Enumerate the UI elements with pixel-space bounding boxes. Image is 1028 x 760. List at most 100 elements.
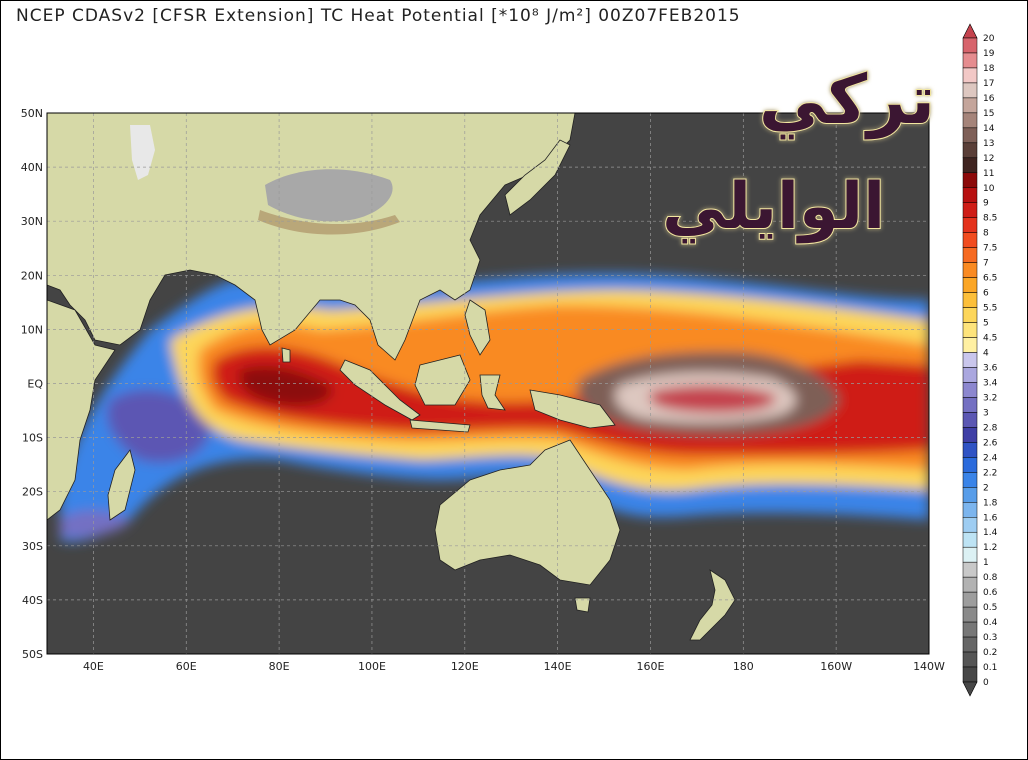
colorbar-label: 1.2	[983, 543, 997, 553]
land-java	[409, 419, 471, 433]
colorbar-label: 2	[983, 483, 989, 493]
colorbar-label: 2.8	[983, 423, 998, 433]
colorbar-label: 4.5	[983, 334, 997, 344]
colorbar-cell	[962, 397, 978, 413]
colorbar-label: 0.3	[983, 633, 997, 643]
lat-tick-label: 50S	[22, 648, 43, 661]
colorbar-cell	[962, 292, 978, 308]
lat-tick-label: EQ	[27, 378, 43, 391]
land-japan	[504, 139, 571, 216]
colorbar-label: 1.8	[983, 498, 998, 508]
colorbar-label: 18	[983, 64, 995, 74]
longitude-axis: 40E 60E 80E 100E 120E 140E 160E 180 160W 140W	[83, 660, 945, 673]
colorbar-label: 2.4	[983, 453, 998, 463]
colorbar-cell	[962, 67, 978, 84]
lat-tick-label: 10S	[22, 432, 43, 445]
colorbar-cell	[962, 591, 978, 608]
colorbar-cell	[962, 232, 978, 248]
lat-tick-label: 20N	[21, 269, 43, 282]
land-borneo	[414, 354, 471, 406]
colorbar-label: 1.6	[983, 513, 998, 523]
figure-title: NCEP CDASv2 [CFSR Extension] TC Heat Pot…	[16, 6, 741, 26]
colorbar-min-arrow	[962, 681, 978, 697]
map-border	[46, 112, 930, 655]
colorbar-cell	[962, 307, 978, 323]
land-eurasia	[47, 113, 576, 361]
lon-tick-label: 60E	[176, 660, 197, 673]
colorbar-label: 5.5	[983, 304, 997, 314]
colorbar-label: 3	[983, 408, 989, 418]
colorbar-cell	[962, 457, 978, 473]
lat-tick-label: 30N	[21, 215, 43, 228]
colorbar-label: 0.8	[983, 573, 998, 583]
colorbar-label: 3.6	[983, 363, 998, 373]
colorbar-label: 5	[983, 319, 989, 329]
colorbar-label: 15	[983, 109, 994, 119]
colorbar-cell	[962, 517, 978, 533]
lat-tick-label: 40S	[22, 594, 43, 607]
colorbar-cell	[962, 367, 978, 383]
band-darkred	[239, 365, 332, 407]
colorbar-label: 0.2	[983, 648, 997, 658]
colorbar-label: 8	[983, 229, 989, 239]
land-tasmania	[574, 597, 591, 613]
colorbar-cell	[962, 97, 978, 114]
svg-text:الوايلي: الوايلي	[662, 170, 885, 244]
watermark-logo: ترکي الوايلي	[661, 60, 936, 245]
lon-tick-label: 140W	[913, 660, 945, 673]
lon-tick-label: 160W	[820, 660, 852, 673]
lat-tick-label: 20S	[22, 486, 43, 499]
land-philippines	[464, 299, 491, 356]
lon-tick-label: 40E	[83, 660, 104, 673]
colorbar-cell	[962, 247, 978, 263]
colorbar-label: 0.4	[983, 618, 998, 628]
land-newguinea	[529, 389, 616, 429]
colorbar-cell	[962, 531, 978, 548]
colorbar-cell	[962, 546, 978, 563]
colorbar-cell	[962, 576, 978, 593]
lon-tick-label: 140E	[544, 660, 572, 673]
colorbar-label: 19	[983, 49, 995, 59]
colorbar-max-arrow	[962, 23, 978, 39]
colorbar-label: 1.4	[983, 528, 998, 538]
colorbar-label: 12	[983, 154, 994, 164]
lat-tick-label: 50N	[21, 107, 43, 120]
colorbar-cell	[962, 337, 978, 353]
gridlines	[47, 113, 929, 654]
lon-tick-label: 80E	[269, 660, 290, 673]
colorbar-cell	[962, 487, 978, 503]
lon-tick-label: 100E	[358, 660, 386, 673]
colorbar-cell	[962, 606, 978, 623]
colorbar-cell	[962, 187, 978, 203]
lat-tick-label: 40N	[21, 161, 43, 174]
colorbar-label: 10	[983, 184, 995, 194]
lon-tick-label: 120E	[451, 660, 479, 673]
land-masses	[47, 113, 736, 641]
colorbar-cell	[962, 112, 978, 129]
map-area	[47, 113, 929, 654]
colorbar-cell	[962, 82, 978, 99]
colorbar-label: 7	[983, 259, 989, 269]
colorbar-cell	[962, 352, 978, 368]
colorbar-label: 2.6	[983, 438, 998, 448]
colorbar-label: 9	[983, 199, 989, 209]
colorbar-cell	[962, 502, 978, 518]
colorbar-label: 20	[983, 34, 995, 44]
band-core	[650, 385, 776, 413]
colorbar-label: 0	[983, 678, 989, 688]
colorbar-cell	[962, 636, 978, 653]
land-madagascar	[107, 449, 136, 521]
colorbar-cell	[962, 427, 978, 443]
colorbar-label: 3.2	[983, 393, 997, 403]
lat-tick-label: 10N	[21, 323, 43, 336]
colorbar-label: 17	[983, 79, 994, 89]
land-australia	[434, 439, 621, 586]
colorbar-label: 2.2	[983, 468, 997, 478]
colorbar-label: 0.6	[983, 588, 998, 598]
latitude-axis: 50N 40N 30N 20N 10N EQ 10S 20S 30S 40S 50S	[21, 107, 44, 661]
colorbar-label: 16	[983, 94, 995, 104]
land-srilanka	[281, 347, 291, 363]
colorbar-cell	[962, 561, 978, 578]
colorbar-label: 11	[983, 169, 994, 179]
colorbar-cell	[962, 217, 978, 233]
